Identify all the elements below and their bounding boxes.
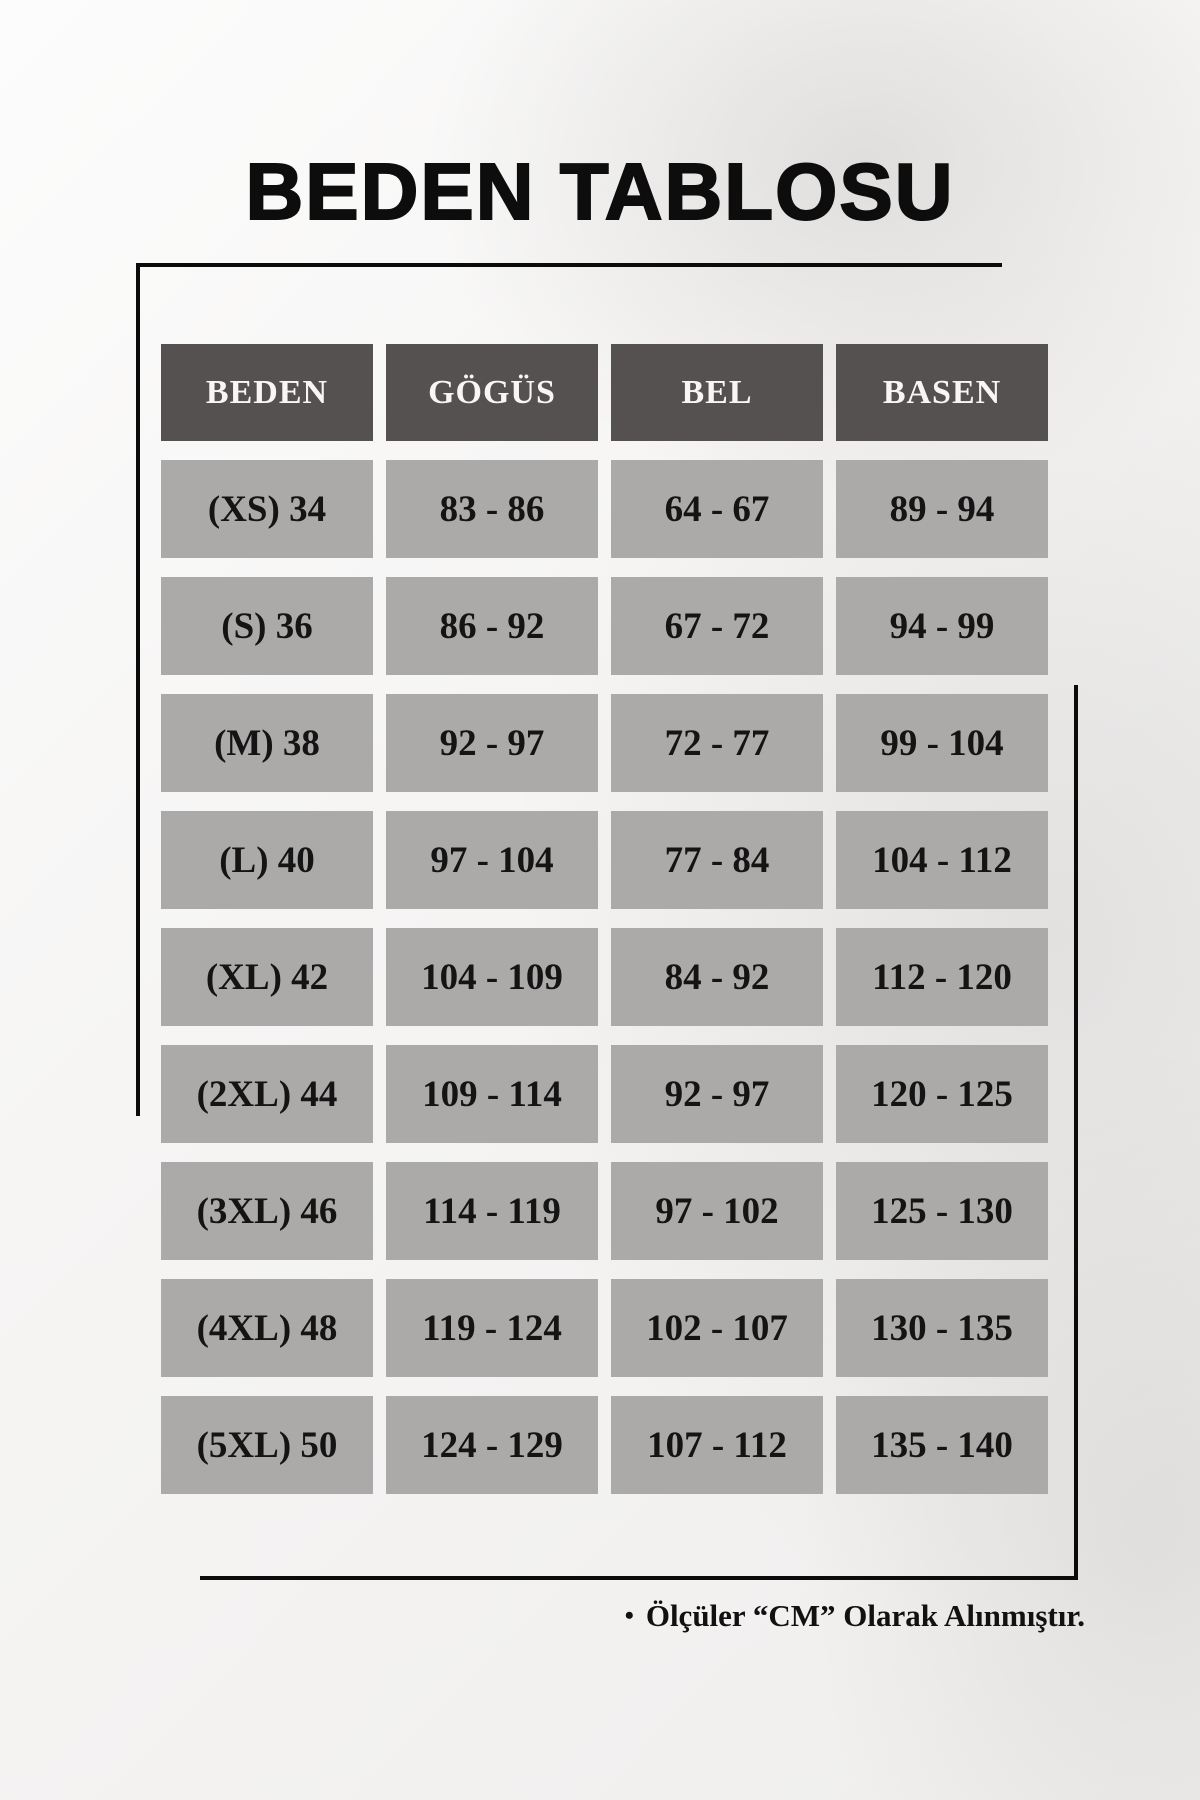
table-cell-r0-c1: 83 - 86 bbox=[386, 460, 598, 558]
table-cell-r6-c3: 125 - 130 bbox=[836, 1162, 1048, 1260]
table-cell-r2-c0: (M) 38 bbox=[161, 694, 373, 792]
table-cell-r8-c3: 135 - 140 bbox=[836, 1396, 1048, 1494]
frame-line-bottom bbox=[200, 1576, 1078, 1580]
table-cell-r4-c0: (XL) 42 bbox=[161, 928, 373, 1026]
table-cell-r2-c2: 72 - 77 bbox=[611, 694, 823, 792]
table-cell-r1-c2: 67 - 72 bbox=[611, 577, 823, 675]
table-cell-r1-c1: 86 - 92 bbox=[386, 577, 598, 675]
table-cell-r4-c2: 84 - 92 bbox=[611, 928, 823, 1026]
frame-line-top bbox=[136, 263, 1002, 267]
table-cell-r7-c1: 119 - 124 bbox=[386, 1279, 598, 1377]
frame-line-right bbox=[1074, 685, 1078, 1580]
measurement-note: • Ölçüler “CM” Olarak Alınmıştır. bbox=[625, 1598, 1085, 1634]
table-cell-r8-c2: 107 - 112 bbox=[611, 1396, 823, 1494]
table-cell-r3-c2: 77 - 84 bbox=[611, 811, 823, 909]
table-cell-r8-c0: (5XL) 50 bbox=[161, 1396, 373, 1494]
table-cell-r5-c3: 120 - 125 bbox=[836, 1045, 1048, 1143]
table-cell-r0-c3: 89 - 94 bbox=[836, 460, 1048, 558]
table-cell-r6-c2: 97 - 102 bbox=[611, 1162, 823, 1260]
table-cell-r1-c0: (S) 36 bbox=[161, 577, 373, 675]
table-cell-r2-c3: 99 - 104 bbox=[836, 694, 1048, 792]
header-cell-0: BEDEN bbox=[161, 344, 373, 441]
table-cell-r3-c0: (L) 40 bbox=[161, 811, 373, 909]
table-cell-r7-c3: 130 - 135 bbox=[836, 1279, 1048, 1377]
table-cell-r1-c3: 94 - 99 bbox=[836, 577, 1048, 675]
page-title: BEDEN TABLOSU bbox=[245, 146, 955, 237]
table-cell-r0-c2: 64 - 67 bbox=[611, 460, 823, 558]
bullet-icon: • bbox=[624, 1601, 634, 1630]
header-cell-3: BASEN bbox=[836, 344, 1048, 441]
table-cell-r5-c1: 109 - 114 bbox=[386, 1045, 598, 1143]
table-cell-r7-c0: (4XL) 48 bbox=[161, 1279, 373, 1377]
size-table: BEDEN GÖGÜS BEL BASEN (XS) 34 83 - 86 64 - 67 8… bbox=[161, 344, 1048, 1494]
table-cell-r5-c2: 92 - 97 bbox=[611, 1045, 823, 1143]
frame-line-left bbox=[136, 263, 140, 1116]
table-cell-r0-c0: (XS) 34 bbox=[161, 460, 373, 558]
header-cell-2: BEL bbox=[611, 344, 823, 441]
table-cell-r8-c1: 124 - 129 bbox=[386, 1396, 598, 1494]
table-cell-r6-c1: 114 - 119 bbox=[386, 1162, 598, 1260]
table-cell-r4-c3: 112 - 120 bbox=[836, 928, 1048, 1026]
table-cell-r5-c0: (2XL) 44 bbox=[161, 1045, 373, 1143]
measurement-note-text: Ölçüler “CM” Olarak Alınmıştır. bbox=[645, 1598, 1085, 1633]
table-cell-r6-c0: (3XL) 46 bbox=[161, 1162, 373, 1260]
table-cell-r3-c3: 104 - 112 bbox=[836, 811, 1048, 909]
header-cell-1: GÖGÜS bbox=[386, 344, 598, 441]
table-cell-r3-c1: 97 - 104 bbox=[386, 811, 598, 909]
table-cell-r7-c2: 102 - 107 bbox=[611, 1279, 823, 1377]
table-cell-r4-c1: 104 - 109 bbox=[386, 928, 598, 1026]
table-cell-r2-c1: 92 - 97 bbox=[386, 694, 598, 792]
